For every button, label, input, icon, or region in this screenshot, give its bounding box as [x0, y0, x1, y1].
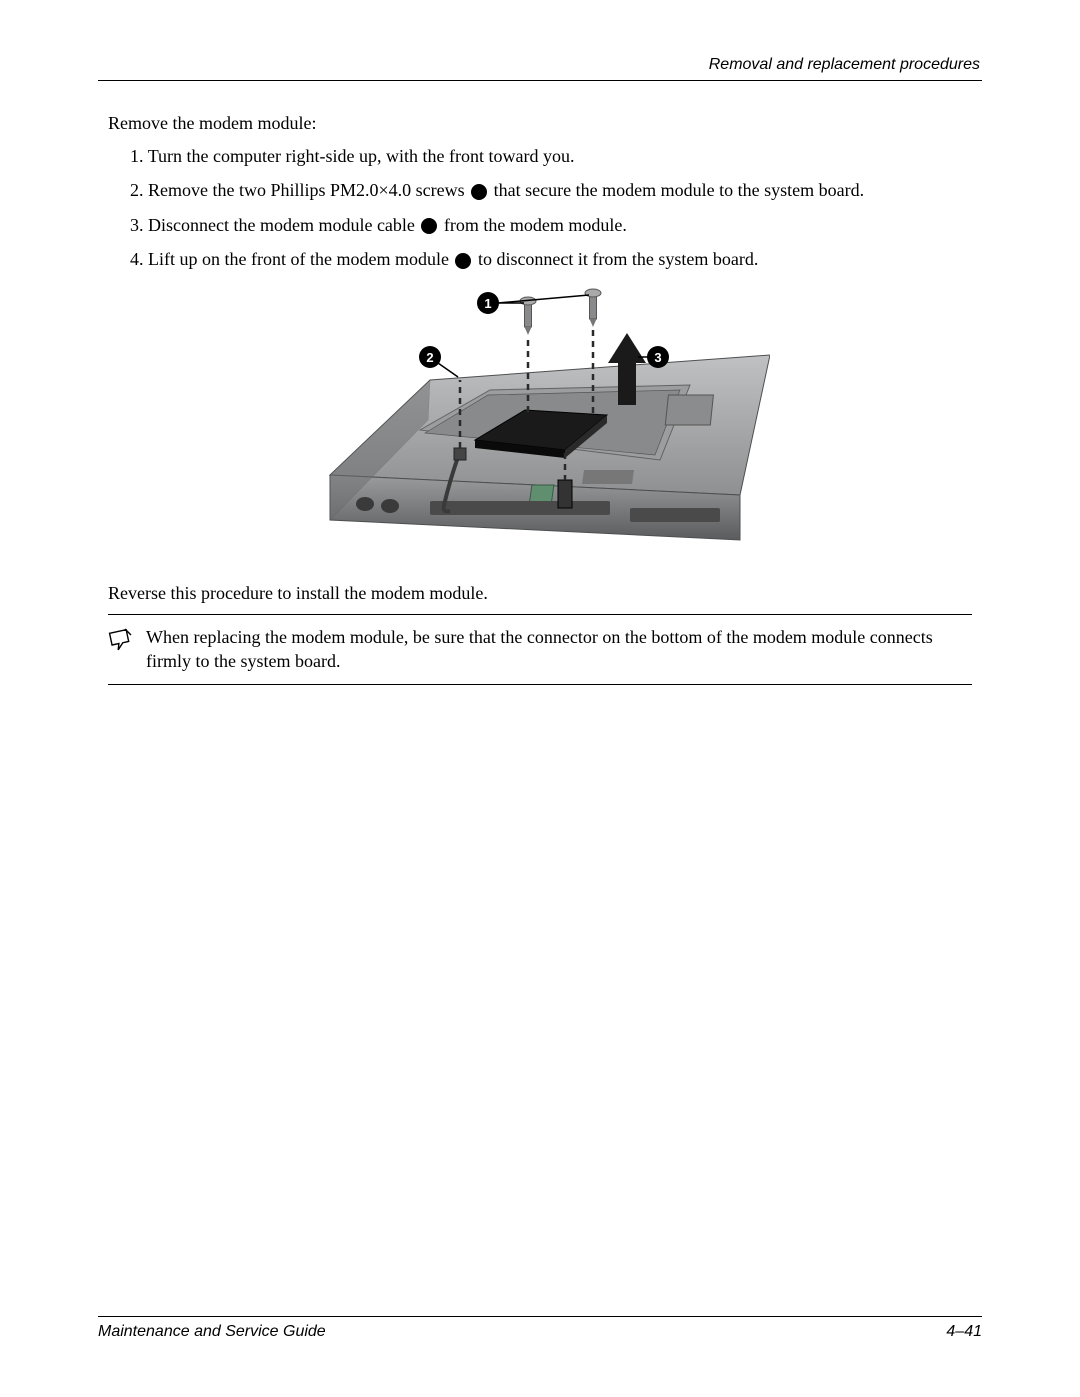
callout-3-inline: 3	[455, 253, 471, 269]
figure-svg: 1 2 3	[310, 285, 770, 565]
note-icon	[108, 625, 136, 656]
modem-removal-figure: 1 2 3	[310, 285, 770, 565]
step-4-text: Lift up on the front of the modem module…	[148, 249, 758, 269]
intro-text: Remove the modem module:	[108, 113, 972, 134]
header-rule	[98, 80, 982, 81]
callout-2-inline: 2	[421, 218, 437, 234]
footer-guide-title: Maintenance and Service Guide	[98, 1323, 326, 1341]
header-section-title: Removal and replacement procedures	[98, 56, 982, 80]
svg-text:3: 3	[654, 350, 661, 365]
step-3-text: Disconnect the modem module cable 2 from…	[148, 215, 627, 235]
main-content: Remove the modem module: 1. Turn the com…	[98, 85, 982, 685]
step-1-text: Turn the computer right-side up, with th…	[148, 146, 575, 166]
step-3: 3. Disconnect the modem module cable 2 f…	[130, 213, 972, 237]
svg-text:2: 2	[426, 350, 433, 365]
svg-text:1: 1	[484, 296, 491, 311]
step-4: 4. Lift up on the front of the modem mod…	[130, 247, 972, 271]
note-text: When replacing the modem module, be sure…	[146, 625, 972, 674]
footer-page-number: 4–41	[946, 1323, 982, 1341]
callout-1-inline: 1	[471, 184, 487, 200]
step-list: 1. Turn the computer right-side up, with…	[108, 144, 972, 271]
reverse-instruction: Reverse this procedure to install the mo…	[108, 583, 972, 604]
callout-2: 2	[419, 346, 458, 377]
step-1: 1. Turn the computer right-side up, with…	[130, 144, 972, 168]
page-footer: Maintenance and Service Guide 4–41	[98, 1316, 982, 1341]
step-2-text: Remove the two Phillips PM2.0×4.0 screws…	[148, 180, 864, 200]
step-2: 2. Remove the two Phillips PM2.0×4.0 scr…	[130, 178, 972, 202]
note-box: When replacing the modem module, be sure…	[108, 614, 972, 685]
